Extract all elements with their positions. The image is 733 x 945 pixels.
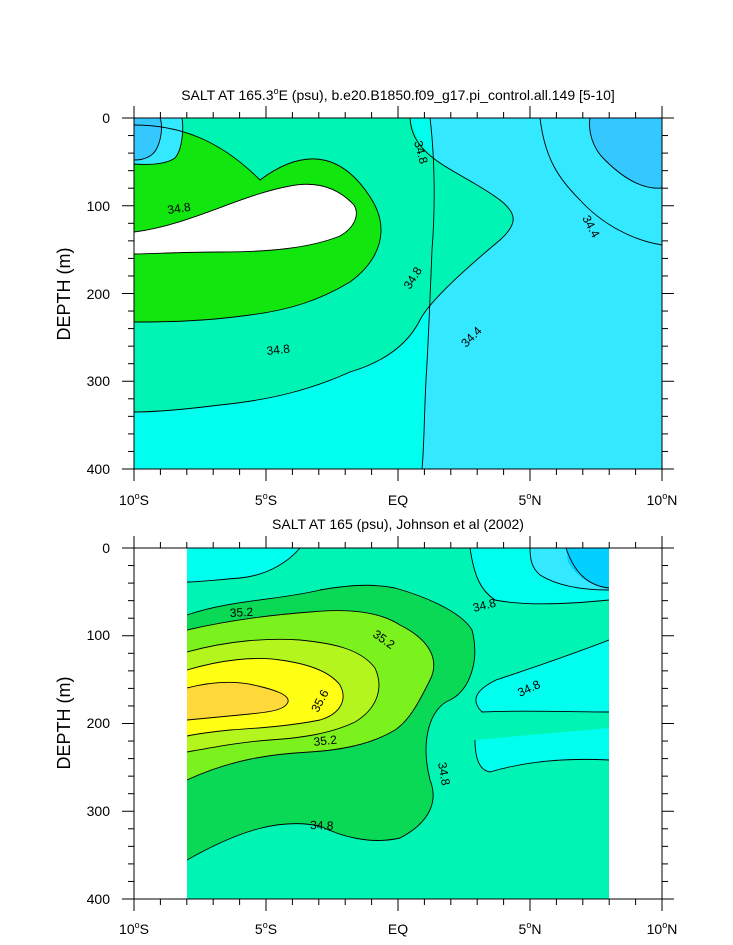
top-contour-line: [539, 118, 662, 246]
bot-contour-line: [187, 548, 301, 583]
bot-fill-band-34.6-mid: [475, 728, 609, 772]
bot-contour-line: [187, 638, 380, 753]
y-tick-label: 0: [102, 110, 110, 126]
top-contour-line: [134, 118, 514, 413]
y-tick-label: 0: [102, 540, 110, 556]
contour-label: 34.8: [435, 761, 453, 787]
top-contour-lines: [134, 118, 662, 469]
contour-label: 34.8: [411, 139, 431, 165]
top-contour-line: [134, 118, 184, 165]
bot-fill-band-35.7: [187, 682, 289, 720]
y-tick-label: 100: [87, 627, 111, 643]
top-x-ticks: [133, 106, 663, 481]
top-y-ticks: [122, 117, 674, 470]
bottom-y-ticks: [122, 547, 674, 900]
y-tick-label: 400: [87, 891, 111, 907]
bot-fill-band-34.7-right: [475, 640, 609, 712]
x-tick-label: EQ: [388, 921, 408, 937]
top-panel: SALT AT 165.3oE (psu), b.e20.B1850.f09_g…: [54, 86, 677, 508]
top-contour-line: [589, 118, 662, 189]
bottom-contour-fills: [187, 548, 609, 899]
x-tick-label: 5oN: [519, 920, 542, 937]
y-tick-label: 100: [87, 198, 111, 214]
top-contour-line: [134, 183, 357, 255]
contour-label: 35.2: [229, 605, 253, 620]
bot-contour-line: [469, 548, 609, 605]
bottom-contour-lines: [187, 548, 609, 861]
y-tick-label: 200: [87, 715, 111, 731]
bot-contour-line: [529, 548, 609, 591]
bot-contour-line: [187, 610, 435, 781]
bot-contour-line: [187, 584, 476, 861]
bottom-y-tick-labels: 0 100 200 300 400: [87, 540, 111, 907]
x-tick-label: 10oS: [119, 491, 149, 508]
x-tick-label: EQ: [388, 492, 408, 508]
top-contour-fills: [134, 118, 662, 469]
bot-contour-line: [475, 639, 609, 713]
x-tick-label: 5oS: [255, 920, 277, 937]
top-fill-band-34.4-topleft: [134, 118, 162, 160]
x-tick-label: 5oS: [255, 491, 277, 508]
bot-contour-line: [474, 739, 609, 773]
contour-label: 34.8: [310, 818, 334, 833]
contour-label: 34.8: [166, 200, 191, 217]
top-contour-line: [134, 124, 382, 323]
x-tick-label: 10oN: [647, 920, 678, 937]
x-tick-label: 10oN: [647, 491, 678, 508]
y-tick-label: 300: [87, 803, 111, 819]
bottom-x-tick-labels: 10oS 5oS EQ 5oN 10oN: [119, 920, 677, 937]
bot-contour-line: [565, 548, 609, 589]
top-contour-line: [134, 118, 162, 161]
bot-contour-line: [187, 681, 289, 721]
top-fill-band-34.4-topright: [589, 118, 662, 189]
bot-fill-band-34.6-topleft: [187, 548, 300, 582]
bottom-title: SALT AT 165 (psu), Johnson et al (2002): [272, 516, 524, 532]
contour-label: 34.8: [471, 596, 497, 615]
y-tick-label: 400: [87, 461, 111, 477]
bot-contour-line: [187, 658, 344, 737]
top-ylabel: DEPTH (m): [54, 248, 74, 341]
top-fill-band-35.0: [134, 184, 357, 254]
top-title: SALT AT 165.3oE (psu), b.e20.B1850.f09_g…: [181, 86, 615, 103]
contour-label: 34.8: [266, 342, 291, 358]
top-y-tick-labels: 0 100 200 300 400: [87, 110, 111, 477]
bottom-panel: SALT AT 165 (psu), Johnson et al (2002): [54, 516, 677, 937]
x-tick-label: 5oN: [519, 491, 542, 508]
bottom-ylabel: DEPTH (m): [54, 677, 74, 770]
y-tick-label: 200: [87, 286, 111, 302]
top-contour-line: [421, 118, 435, 469]
contour-label: 35.2: [313, 733, 338, 749]
bot-fill-band-34.4-topright: [566, 548, 609, 588]
top-x-tick-labels: 10oS 5oS EQ 5oN 10oN: [119, 491, 677, 508]
x-tick-label: 10oS: [119, 920, 149, 937]
bottom-x-ticks: [133, 536, 663, 911]
y-tick-label: 300: [87, 373, 111, 389]
